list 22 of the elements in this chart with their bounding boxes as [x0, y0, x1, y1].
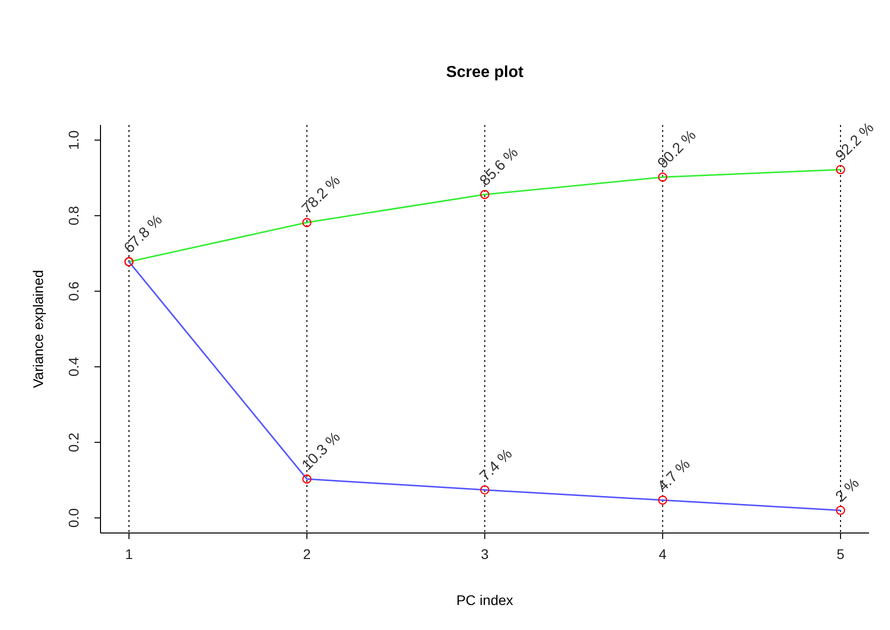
y-tick-label: 0.0: [66, 508, 82, 528]
x-tick-label: 3: [480, 546, 489, 562]
x-tick-label: 5: [836, 546, 845, 562]
data-label: 78.2 %: [298, 172, 344, 218]
x-tick-label: 1: [125, 546, 134, 562]
y-axis-title: Variance explained: [30, 270, 46, 388]
data-label: 7.4 %: [476, 446, 516, 485]
y-tick-label: 1.0: [66, 130, 82, 150]
x-tick-label: 4: [658, 546, 667, 562]
y-tick-label: 0.2: [66, 432, 82, 452]
data-label: 90.2 %: [654, 126, 700, 172]
chart-title: Scree plot: [446, 64, 524, 81]
y-tick-label: 0.8: [66, 206, 82, 226]
y-tick-label: 0.6: [66, 281, 82, 301]
data-label: 4.7 %: [654, 456, 694, 495]
x-tick-label: 2: [302, 546, 311, 562]
data-label: 2 %: [832, 474, 863, 506]
data-label: 85.6 %: [476, 144, 522, 190]
y-tick-label: 0.4: [66, 356, 82, 377]
data-label: 92.2 %: [832, 119, 878, 164]
x-axis-title: PC index: [456, 592, 514, 608]
data-label: 67.8 %: [120, 212, 166, 257]
